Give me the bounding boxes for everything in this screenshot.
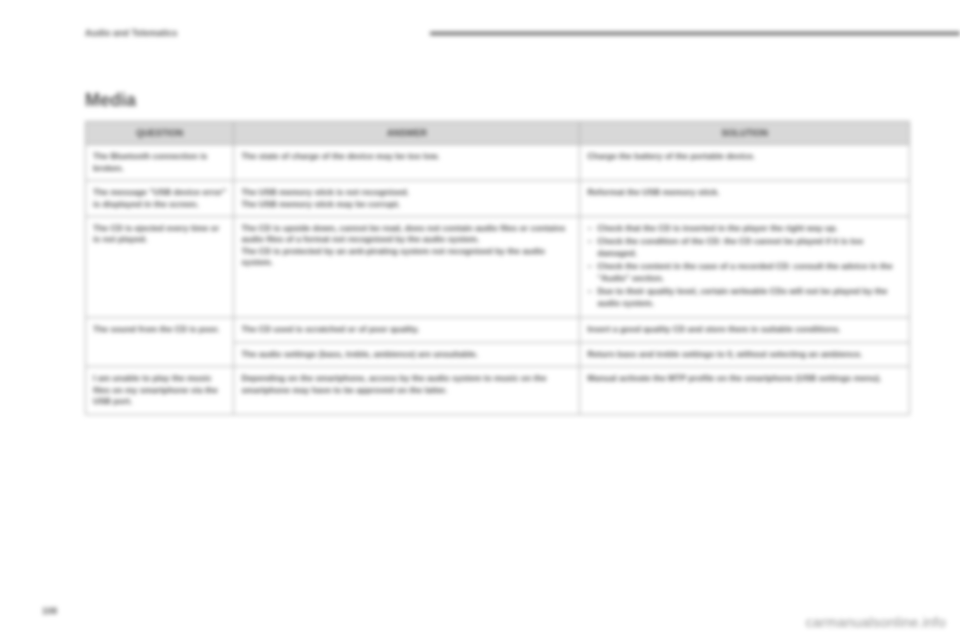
header-rule — [430, 32, 960, 35]
cell-question: The CD is ejected every time or is not p… — [86, 217, 234, 318]
cell-question: I am unable to play the music files on m… — [86, 367, 234, 414]
cell-solution: –Check that the CD is inserted in the pl… — [580, 217, 910, 318]
cell-solution: Reformat the USB memory stick. — [580, 181, 910, 217]
table-row: The message "USB device error" is displa… — [86, 181, 910, 217]
table-header-row: QUESTION ANSWER SOLUTION — [86, 122, 910, 145]
table-row: The Bluetooth connection is broken. The … — [86, 145, 910, 181]
table-row: The sound from the CD is poor. The CD us… — [86, 318, 910, 342]
cell-question: The message "USB device error" is displa… — [86, 181, 234, 217]
col-header-answer: ANSWER — [234, 122, 580, 145]
cell-solution: Return bass and treble settings to 0, wi… — [580, 342, 910, 366]
header-section-label: Audio and Telematics — [85, 28, 177, 38]
cell-question: The sound from the CD is poor. — [86, 318, 234, 367]
cell-answer: The CD is upside down, cannot be read, d… — [234, 217, 580, 318]
table-row: The CD is ejected every time or is not p… — [86, 217, 910, 318]
media-faq-table: QUESTION ANSWER SOLUTION The Bluetooth c… — [85, 121, 910, 415]
main-content: Media QUESTION ANSWER SOLUTION The Bluet… — [85, 90, 910, 415]
list-item: –Check that the CD is inserted in the pl… — [587, 223, 902, 234]
col-header-solution: SOLUTION — [580, 122, 910, 145]
cell-question: The Bluetooth connection is broken. — [86, 145, 234, 181]
cell-answer: The USB memory stick is not recognised.T… — [234, 181, 580, 217]
page-number: 108 — [42, 606, 57, 616]
cell-answer: The audio settings (bass, treble, ambien… — [234, 342, 580, 366]
list-item: –Check the content in the case of a reco… — [587, 261, 902, 284]
table-row: I am unable to play the music files on m… — [86, 367, 910, 414]
col-header-question: QUESTION — [86, 122, 234, 145]
cell-solution: Manual activate the MTP profile on the s… — [580, 367, 910, 414]
list-item: –Check the condition of the CD: the CD c… — [587, 236, 902, 259]
watermark: carmanualsonline.info — [806, 614, 946, 630]
cell-answer: Depending on the smartphone, access by t… — [234, 367, 580, 414]
solution-list: –Check that the CD is inserted in the pl… — [587, 223, 902, 309]
cell-solution: Insert a good quality CD and store them … — [580, 318, 910, 342]
page-header: Audio and Telematics — [0, 28, 960, 42]
cell-answer: The CD used is scratched or of poor qual… — [234, 318, 580, 342]
cell-solution: Charge the battery of the portable devic… — [580, 145, 910, 181]
list-item: –Due to their quality level, certain wri… — [587, 286, 902, 309]
cell-answer: The state of charge of the device may be… — [234, 145, 580, 181]
section-title: Media — [85, 90, 910, 111]
